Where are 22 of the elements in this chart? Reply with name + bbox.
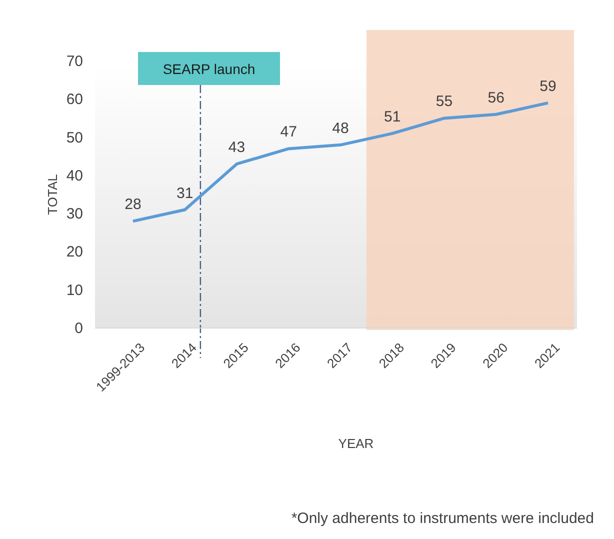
y-tick-label: 70 xyxy=(66,53,83,70)
text: *Only adherents to instruments were included xyxy=(291,510,594,527)
data-label: 59 xyxy=(540,78,556,95)
y-tick-label: 10 xyxy=(66,282,83,299)
y-tick-label: 0 xyxy=(74,320,83,337)
y-axis-title: TOTAL xyxy=(45,174,60,215)
y-tick-label: 40 xyxy=(66,167,83,184)
ref-line-label: SEARP launch xyxy=(162,61,256,77)
y-tick-label: 50 xyxy=(66,129,83,146)
data-label: 51 xyxy=(384,108,401,126)
data-label: 48 xyxy=(332,120,349,137)
data-label: 28 xyxy=(124,196,142,214)
label-box: SEARP launch xyxy=(138,52,280,85)
data-label: 43 xyxy=(228,138,246,156)
y-tick-label: 30 xyxy=(66,206,83,223)
y-tick-label: 20 xyxy=(66,244,83,261)
data-label: 56 xyxy=(488,89,504,106)
data-label: 47 xyxy=(280,124,297,141)
y-tick-label: 60 xyxy=(66,91,83,108)
data-label: 31 xyxy=(176,184,194,202)
x-axis-title: YEAR xyxy=(338,436,374,451)
data-label: 55 xyxy=(436,93,453,110)
